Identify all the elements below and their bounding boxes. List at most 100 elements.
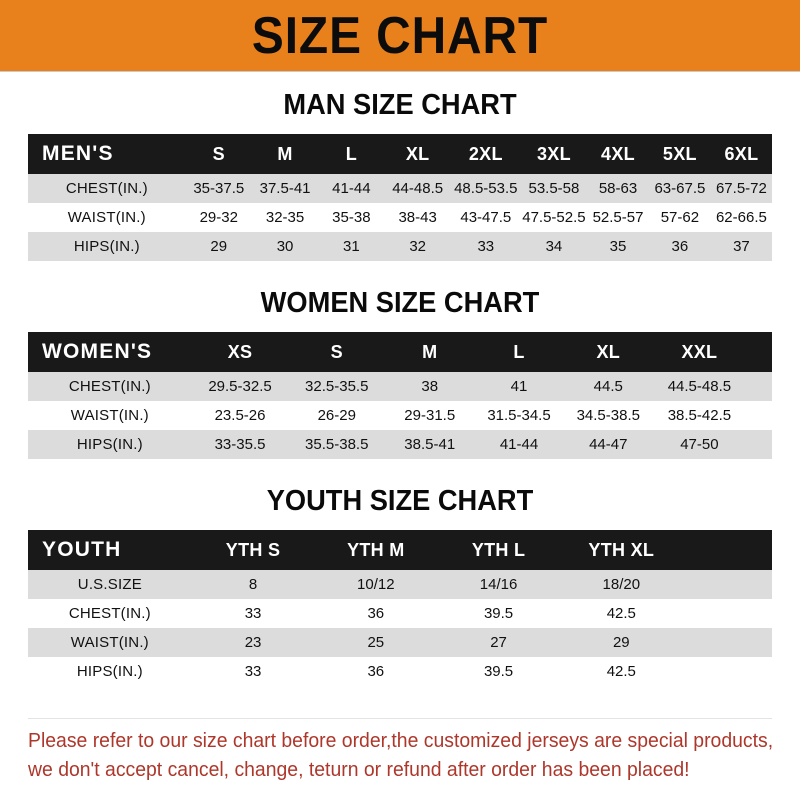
cell: 41-44 [318,174,385,203]
women-size-table: WOMEN'S XS S M L XL XXL CHEST(IN.) 29.5-… [28,332,772,459]
cell: 23 [191,628,315,657]
cell: 38-43 [384,203,451,232]
cell: 35-37.5 [185,174,252,203]
cell [727,599,772,628]
column-header-pad-2 [727,530,772,570]
row-label-waist: WAIST(IN.) [28,628,192,657]
row-label-chest: CHEST(IN.) [28,174,186,203]
cell: 38.5-41 [385,430,475,459]
table-header-row: WOMEN'S XS S M L XL XXL [28,332,772,372]
cell: 52.5-57 [587,203,649,232]
cell: 37 [710,232,772,261]
cell: 57-62 [648,203,711,232]
cell: 35-38 [318,203,385,232]
table-header-row: MEN'S S M L XL 2XL 3XL 4XL 5XL 6XL [28,134,772,174]
cell [682,628,728,657]
man-size-table-wrap: MEN'S S M L XL 2XL 3XL 4XL 5XL 6XL CHEST… [28,134,772,261]
cell: 35.5-38.5 [288,430,386,459]
table-header-row: YOUTH YTH S YTH M YTH L YTH XL [28,530,772,570]
cell: 34 [520,232,588,261]
table-row: WAIST(IN.) 23 25 27 29 [28,628,772,657]
cell: 37.5-41 [251,174,319,203]
column-header-4xl: 4XL [587,134,649,174]
cell: 42.5 [559,599,683,628]
column-header-yth-l: YTH L [437,530,560,570]
column-header-m: M [251,134,319,174]
column-header-xs: XS [191,332,289,372]
cell: 18/20 [559,570,683,599]
cell: 38 [385,372,475,401]
cell [727,628,772,657]
table-row: HIPS(IN.) 29 30 31 32 33 34 35 36 37 [28,232,772,261]
cell: 31 [318,232,385,261]
youth-size-table: YOUTH YTH S YTH M YTH L YTH XL U.S.SIZE … [28,530,772,686]
column-header-yth-s: YTH S [191,530,315,570]
cell: 36 [314,599,438,628]
cell: 36 [648,232,711,261]
cell [682,599,728,628]
row-label-hips: HIPS(IN.) [28,430,192,459]
cell: 33 [191,657,315,686]
cell: 8 [191,570,315,599]
footer-disclaimer: Please refer to our size chart before or… [28,727,774,785]
row-label-hips: HIPS(IN.) [28,657,192,686]
row-label-us-size: U.S.SIZE [28,570,192,599]
cell: 48.5-53.5 [450,174,521,203]
cell: 23.5-26 [191,401,289,430]
cell: 31.5-34.5 [474,401,564,430]
cell: 33 [191,599,315,628]
cell [745,430,772,459]
women-size-table-wrap: WOMEN'S XS S M L XL XXL CHEST(IN.) 29.5-… [28,332,772,459]
column-header-m: M [385,332,475,372]
cell: 53.5-58 [520,174,588,203]
footer-line-2: we don't accept cancel, change, teturn o… [28,759,690,781]
cell: 27 [437,628,560,657]
row-label-waist: WAIST(IN.) [28,401,192,430]
cell: 32-35 [251,203,319,232]
size-chart-banner: SIZE CHART [0,0,800,72]
cell: 58-63 [587,174,649,203]
table-row: CHEST(IN.) 33 36 39.5 42.5 [28,599,772,628]
cell: 47-50 [652,430,746,459]
footer-divider [28,718,772,719]
cell: 44.5 [563,372,653,401]
column-header-6xl: 6XL [710,134,772,174]
cell: 44-47 [563,430,653,459]
cell: 29-31.5 [385,401,475,430]
cell: 29 [559,628,683,657]
footer-line-1: Please refer to our size chart before or… [28,730,774,752]
cell: 42.5 [559,657,683,686]
column-header-xxl: XXL [652,332,746,372]
cell: 63-67.5 [648,174,711,203]
cell: 25 [314,628,438,657]
column-header-3xl: 3XL [520,134,588,174]
cell: 36 [314,657,438,686]
cell: 44.5-48.5 [652,372,746,401]
corner-label: WOMEN'S [28,332,192,372]
cell: 41 [474,372,564,401]
cell: 29-32 [185,203,252,232]
cell: 35 [587,232,649,261]
cell: 38.5-42.5 [652,401,746,430]
table-row: WAIST(IN.) 29-32 32-35 35-38 38-43 43-47… [28,203,772,232]
column-header-xl: XL [384,134,451,174]
column-header-5xl: 5XL [648,134,711,174]
section-women-size-chart: WOMEN SIZE CHART WOMEN'S XS S M L XL XXL… [0,288,800,459]
cell [745,372,772,401]
column-header-2xl: 2XL [450,134,521,174]
corner-label: YOUTH [28,530,192,570]
column-header-s: S [185,134,252,174]
cell: 33-35.5 [191,430,289,459]
cell: 14/16 [437,570,560,599]
cell: 34.5-38.5 [563,401,653,430]
section-title-women: WOMEN SIZE CHART [260,287,540,319]
cell: 33 [450,232,521,261]
section-title-youth: YOUTH SIZE CHART [266,485,534,517]
column-header-l: L [318,134,385,174]
page-title: SIZE CHART [251,6,549,65]
man-size-table: MEN'S S M L XL 2XL 3XL 4XL 5XL 6XL CHEST… [28,134,772,261]
column-header-pad [745,332,772,372]
table-row: HIPS(IN.) 33 36 39.5 42.5 [28,657,772,686]
cell [745,401,772,430]
table-row: CHEST(IN.) 35-37.5 37.5-41 41-44 44-48.5… [28,174,772,203]
